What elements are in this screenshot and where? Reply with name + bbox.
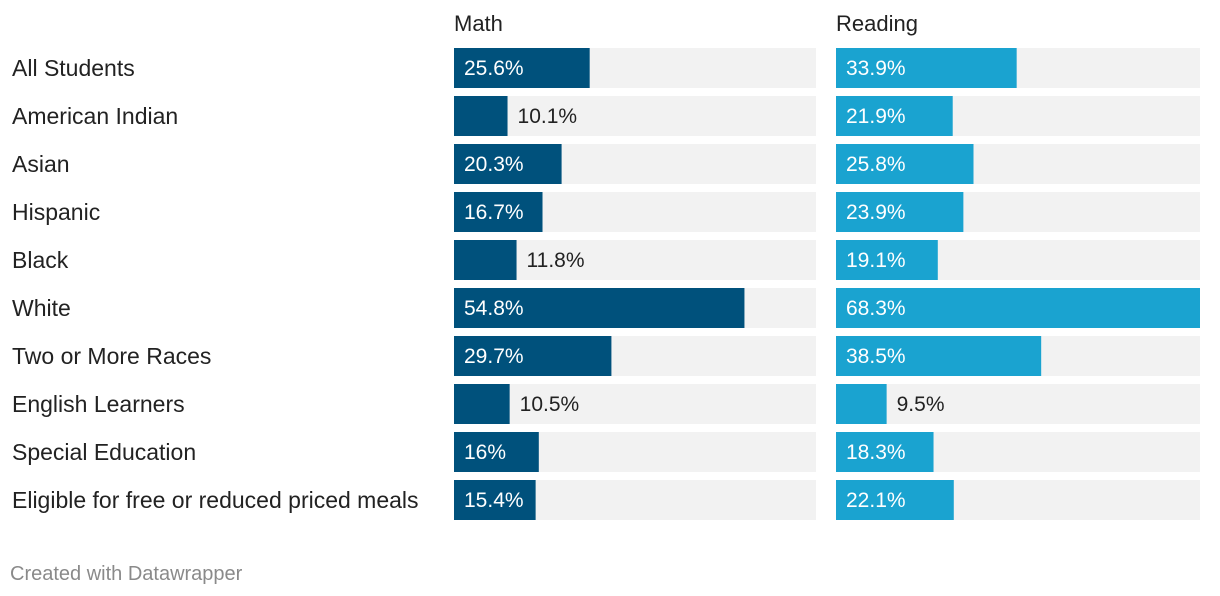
math-bar (454, 288, 745, 328)
math-bar-track (454, 384, 816, 424)
math-bar (454, 192, 543, 232)
reading-bar (836, 192, 964, 232)
row-label: Black (12, 247, 69, 273)
row-label: Two or More Races (12, 343, 211, 369)
reading-bar (836, 48, 1017, 88)
math-value-label: 16.7% (464, 201, 524, 224)
reading-value-label: 25.8% (846, 153, 906, 176)
math-bar (454, 144, 562, 184)
math-value-label: 29.7% (464, 345, 524, 368)
math-bar (454, 48, 590, 88)
math-bar (454, 336, 612, 376)
math-value-label: 10.5% (520, 393, 580, 416)
reading-column-title: Reading (836, 11, 918, 36)
math-bar (454, 480, 536, 520)
row-label: English Learners (12, 391, 185, 417)
reading-bar (836, 240, 938, 280)
reading-bar-track (836, 384, 1200, 424)
row-label: Eligible for free or reduced priced meal… (12, 487, 419, 513)
math-column-title: Math (454, 11, 503, 36)
math-value-label: 16% (464, 441, 506, 464)
row-label: Special Education (12, 439, 196, 465)
math-value-label: 15.4% (464, 489, 524, 512)
math-value-label: 11.8% (527, 249, 585, 272)
math-bar (454, 432, 539, 472)
reading-bar (836, 384, 887, 424)
math-bar (454, 384, 510, 424)
reading-value-label: 21.9% (846, 105, 906, 128)
math-bar (454, 96, 508, 136)
reading-bar (836, 288, 1200, 328)
math-value-label: 20.3% (464, 153, 524, 176)
math-value-label: 25.6% (464, 57, 524, 80)
reading-value-label: 22.1% (846, 489, 906, 512)
reading-bar (836, 336, 1042, 376)
chart-rows: All Students 25.6% 33.9% American Indian 10.… (12, 48, 1200, 520)
reading-bar (836, 432, 934, 472)
row-label: White (12, 295, 71, 321)
reading-value-label: 18.3% (846, 441, 906, 464)
reading-bar (836, 96, 953, 136)
row-label: Hispanic (12, 199, 100, 225)
math-value-label: 54.8% (464, 297, 524, 320)
reading-value-label: 23.9% (846, 201, 906, 224)
math-bar (454, 240, 517, 280)
datawrapper-credit: Created with Datawrapper (10, 563, 243, 585)
reading-value-label: 68.3% (846, 297, 906, 320)
reading-value-label: 9.5% (897, 393, 945, 416)
reading-bar (836, 144, 974, 184)
math-value-label: 10.1% (518, 105, 578, 128)
reading-value-label: 33.9% (846, 57, 906, 80)
row-label: American Indian (12, 103, 178, 129)
row-label: Asian (12, 151, 70, 177)
reading-value-label: 19.1% (846, 249, 906, 272)
math-bar-track (454, 96, 816, 136)
reading-bar (836, 480, 954, 520)
reading-value-label: 38.5% (846, 345, 906, 368)
row-label: All Students (12, 55, 135, 81)
